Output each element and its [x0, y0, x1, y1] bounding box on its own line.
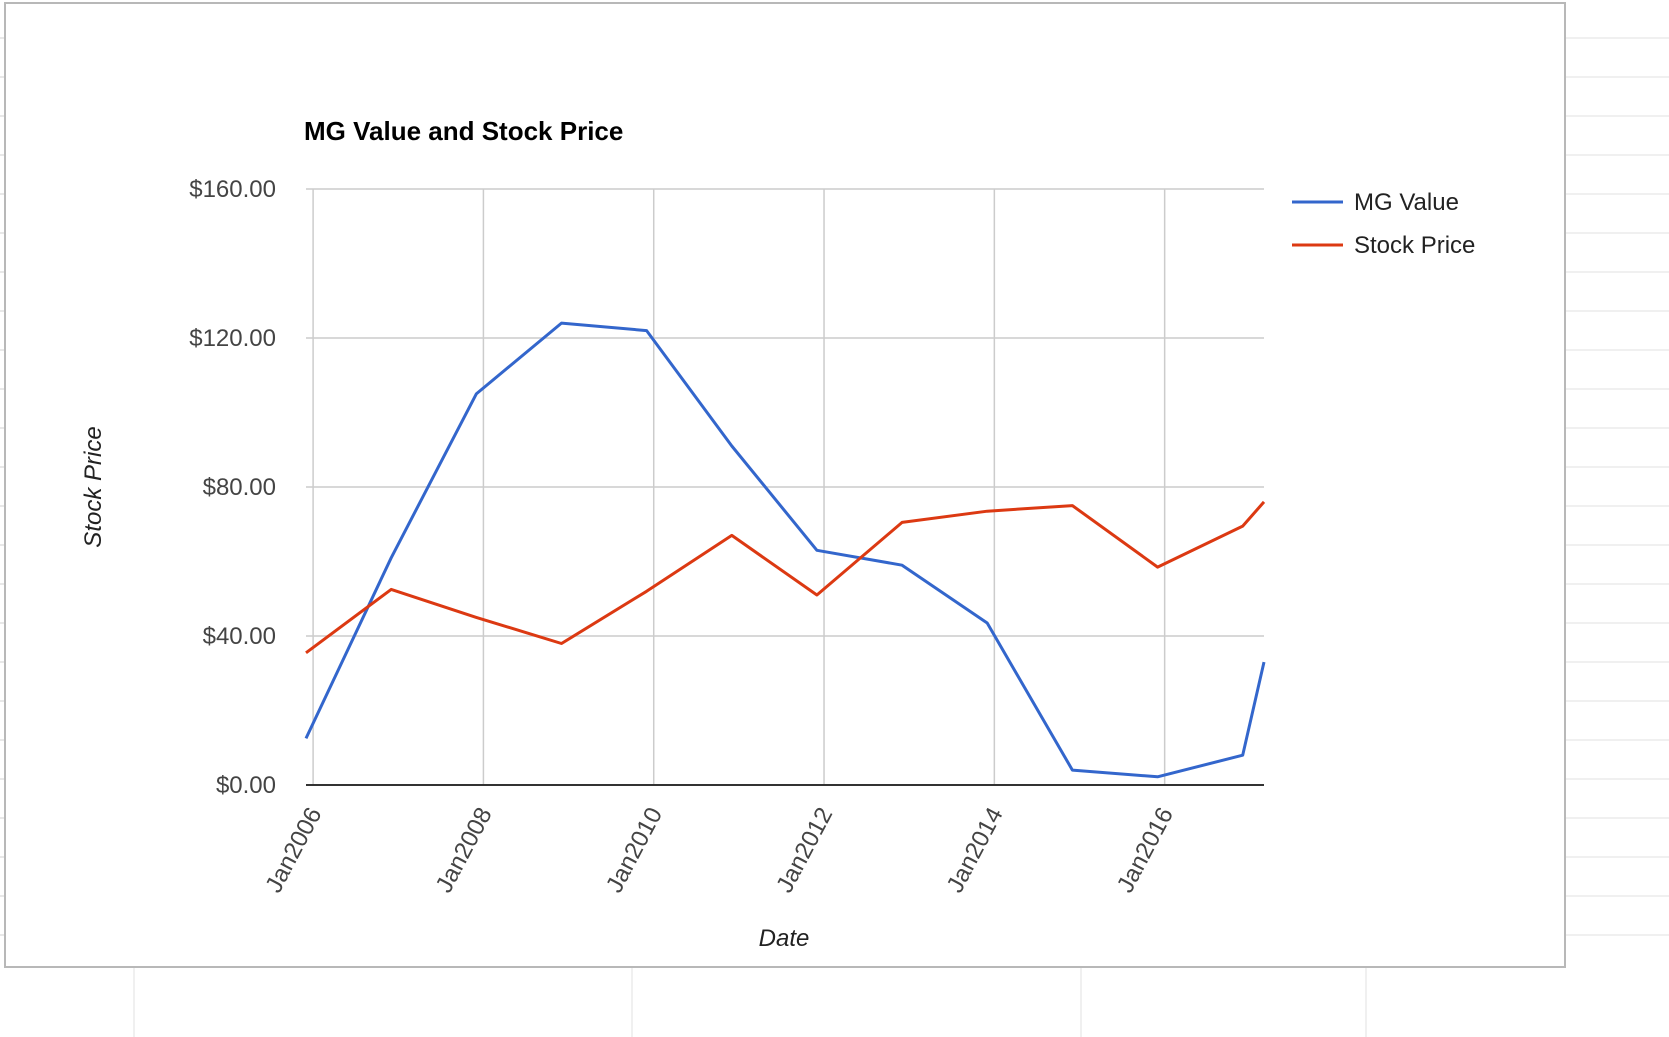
- legend-label: Stock Price: [1354, 232, 1475, 259]
- x-tick-label: Jan2008: [431, 803, 498, 897]
- chart-frame: [4, 2, 1566, 968]
- y-tick-label: $80.00: [203, 474, 276, 501]
- gridlines: [306, 188, 1264, 785]
- chart-title: MG Value and Stock Price: [304, 116, 623, 146]
- x-axis-ticks: Jan2006 Jan2008 Jan2010 Jan2012 Jan2014 Jan20…: [260, 803, 1179, 897]
- x-tick-label: Jan2010: [601, 803, 668, 897]
- y-tick-label: $0.00: [216, 772, 276, 799]
- x-tick-label: Jan2012: [771, 803, 838, 897]
- x-tick-label: Jan2014: [942, 803, 1009, 897]
- y-tick-label: $160.00: [189, 176, 276, 203]
- series-line-stock-price: [305, 500, 1266, 655]
- series-line-mg-value: [304, 321, 1266, 779]
- y-tick-label: $40.00: [203, 623, 276, 650]
- x-tick-label: Jan2016: [1112, 803, 1179, 897]
- y-tick-label: $120.00: [189, 325, 276, 352]
- series-lines: [304, 321, 1266, 779]
- legend-label: MG Value: [1354, 189, 1459, 216]
- y-axis-ticks: $0.00 $40.00 $80.00 $120.00 $160.00: [189, 176, 276, 799]
- y-axis-title: Stock Price: [80, 426, 107, 547]
- x-axis-title: Date: [759, 925, 810, 952]
- x-tick-label: Jan2006: [260, 803, 327, 897]
- legend: MG Value Stock Price: [1292, 189, 1475, 259]
